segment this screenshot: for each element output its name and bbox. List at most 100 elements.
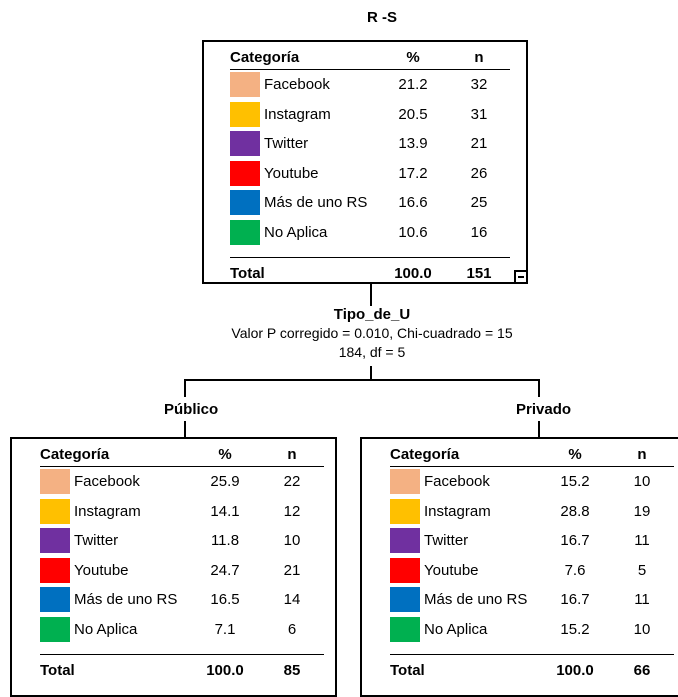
total-pct: 100.0: [378, 257, 448, 288]
color-swatch: [40, 498, 70, 524]
total-row: Total 100.0 151: [230, 257, 510, 288]
spacer-row: [390, 644, 674, 655]
color-swatch: [390, 557, 420, 583]
table-row: Instagram 28.8 19: [390, 497, 674, 527]
color-swatch: [390, 616, 420, 642]
n-cell: 12: [283, 502, 301, 520]
color-swatch: [40, 469, 70, 495]
category-label: Youtube: [74, 561, 129, 579]
color-swatch: [230, 190, 260, 216]
total-row: Total 100.0 85: [40, 654, 324, 685]
n-cell: 16: [470, 223, 488, 241]
n-cell: 11: [634, 532, 650, 550]
n-cell: 21: [283, 561, 301, 579]
category-cell: No Aplica: [40, 615, 190, 645]
table-row: Más de uno RS 16.5 14: [40, 585, 324, 615]
pct-cell: 16.7: [560, 532, 590, 550]
table-row: Facebook 15.2 10: [390, 467, 674, 497]
connector-right-node: [538, 421, 540, 438]
total-pct: 100.0: [190, 654, 260, 685]
header-category: Categoría: [230, 45, 378, 70]
category-label: Instagram: [264, 105, 331, 123]
connector-left-node: [184, 421, 186, 438]
connector-root-split: [370, 284, 372, 306]
header-pct: %: [540, 442, 610, 467]
category-label: Youtube: [424, 561, 479, 579]
header-pct: %: [378, 45, 448, 70]
split-info: Tipo_de_U Valor P corregido = 0.010, Chi…: [170, 305, 574, 362]
total-n: 151: [448, 257, 510, 288]
color-swatch: [40, 616, 70, 642]
pct-cell: 17.2: [398, 164, 428, 182]
n-cell: 10: [633, 620, 651, 638]
header-pct: %: [190, 442, 260, 467]
category-label: Twitter: [264, 135, 309, 153]
n-cell: 32: [470, 76, 488, 94]
n-cell: 11: [634, 591, 650, 609]
color-swatch: [230, 131, 260, 157]
collapse-toggle-icon[interactable]: [514, 270, 528, 284]
category-cell: Más de uno RS: [230, 188, 378, 218]
pct-cell: 20.5: [398, 105, 428, 123]
left-node: Categoría% n Facebook 25.9 22 Instagram 14.1 12…: [10, 437, 337, 697]
total-label: Total: [40, 654, 190, 685]
header-category: Categoría: [390, 442, 540, 467]
pct-cell: 15.2: [560, 473, 590, 491]
total-label: Total: [230, 257, 378, 288]
header-n: n: [260, 442, 324, 467]
connector-horizontal: [184, 379, 540, 381]
connector-left-down: [184, 379, 186, 397]
root-table: Categoría% n Facebook 21.2 32 Instagram 20.5 31…: [230, 45, 510, 288]
n-cell: 10: [283, 532, 301, 550]
pct-cell: 16.5: [210, 591, 240, 609]
pct-cell: 16.6: [398, 194, 428, 212]
color-swatch: [40, 557, 70, 583]
category-label: Facebook: [424, 473, 490, 491]
category-cell: Facebook: [40, 467, 190, 497]
color-swatch: [40, 528, 70, 554]
total-n: 66: [610, 654, 674, 685]
pct-cell: 16.7: [560, 591, 590, 609]
pct-cell: 7.6: [564, 561, 586, 579]
pct-cell: 21.2: [398, 76, 428, 94]
category-cell: No Aplica: [390, 615, 540, 645]
header-category: Categoría: [40, 442, 190, 467]
connector-split-down: [370, 366, 372, 380]
n-cell: 10: [633, 473, 651, 491]
total-n: 85: [260, 654, 324, 685]
table-row: Youtube 17.2 26: [230, 159, 510, 189]
color-swatch: [230, 72, 260, 98]
right-node: Categoría% n Facebook 15.2 10 Instagram 28.8 19…: [360, 437, 678, 697]
root-title: R -S: [367, 9, 397, 26]
table-row: Youtube 24.7 21: [40, 556, 324, 586]
pct-cell: 28.8: [560, 502, 590, 520]
connector-right-down: [538, 379, 540, 397]
table-header-row: Categoría% n: [390, 442, 674, 467]
category-label: Más de uno RS: [264, 194, 368, 212]
category-cell: Más de uno RS: [40, 585, 190, 615]
n-cell: 21: [470, 135, 488, 153]
color-swatch: [230, 219, 260, 245]
category-cell: Instagram: [390, 497, 540, 527]
table-row: No Aplica 7.1 6: [40, 615, 324, 645]
color-swatch: [230, 160, 260, 186]
category-cell: No Aplica: [230, 218, 378, 248]
n-cell: 26: [470, 164, 488, 182]
table-row: Twitter 13.9 21: [230, 129, 510, 159]
right-table: Categoría% n Facebook 15.2 10 Instagram 28.8 19…: [390, 442, 674, 685]
category-label: Más de uno RS: [424, 591, 528, 609]
category-label: Twitter: [424, 532, 469, 550]
split-variable: Tipo_de_U: [333, 306, 411, 323]
category-label: Instagram: [424, 502, 491, 520]
category-cell: Youtube: [40, 556, 190, 586]
header-n: n: [448, 45, 510, 70]
category-cell: Youtube: [230, 159, 378, 189]
table-row: Facebook 25.9 22: [40, 467, 324, 497]
color-swatch: [390, 498, 420, 524]
n-cell: 31: [470, 105, 488, 123]
spacer-row: [40, 644, 324, 655]
pct-cell: 25.9: [210, 473, 240, 491]
branch-label-privado: Privado: [516, 401, 572, 418]
table-row: No Aplica 10.6 16: [230, 218, 510, 248]
category-label: No Aplica: [424, 620, 488, 638]
